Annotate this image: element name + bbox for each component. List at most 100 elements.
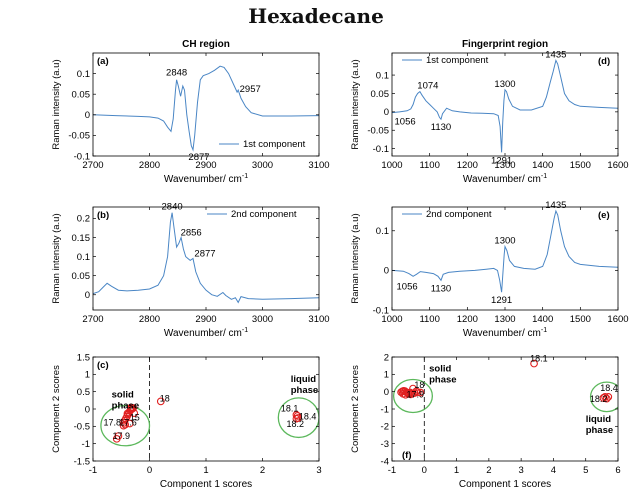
y-axis-label: Raman intensity (a.u): [51, 59, 62, 149]
phase-ellipse: [277, 397, 319, 439]
series-line: [392, 58, 618, 153]
x-tick-label: 1100: [419, 314, 439, 325]
y-tick-label: 1.5: [77, 352, 90, 363]
panel-label: (a): [97, 56, 109, 67]
y-axis-label: Raman intensity (a.u): [51, 213, 62, 303]
x-axis-label: Wavenumber/ cm-1: [463, 173, 547, 185]
point-label: 18.1: [281, 403, 299, 413]
legend-label: 1st component: [243, 139, 306, 150]
y-tick-label: -2: [381, 422, 389, 433]
point-label: 15: [130, 412, 140, 422]
x-tick-label: 2900: [195, 160, 216, 171]
page-title: Hexadecane: [248, 4, 384, 28]
x-tick-label: 1200: [457, 314, 478, 325]
y-tick-label: -1: [381, 404, 389, 415]
x-tick-label: 1: [203, 465, 208, 476]
x-axis-label: Component 1 scores: [160, 479, 252, 490]
phase-label: liquid: [586, 414, 612, 425]
legend-label: 2nd component: [231, 209, 297, 220]
y-tick-label: 0.1: [77, 252, 90, 263]
peak-label: 2957: [240, 84, 261, 95]
x-axis-label-superscript: -1: [541, 327, 547, 334]
phase-ellipse: [100, 404, 151, 447]
y-tick-label: -0.05: [367, 126, 389, 137]
x-tick-label: 2900: [195, 314, 216, 325]
peak-label: 2877: [188, 152, 209, 163]
x-tick-label: 1300: [494, 314, 515, 325]
panel-f: -1 0 1 2 3 4 5 6 -4 -3 -2 -1 0 1 2 Component 1 scores Co…: [350, 352, 621, 490]
x-tick-label: 1400: [532, 314, 553, 325]
x-tick-label: 2: [486, 465, 491, 476]
y-tick-label: 0.1: [77, 69, 90, 80]
x-tick-label: 1200: [457, 160, 478, 171]
phase-label: phase: [112, 401, 139, 412]
peak-label: 1291: [491, 295, 512, 306]
peak-label: 1435: [545, 49, 566, 60]
y-tick-label: 0.5: [77, 387, 90, 398]
phase-label: solid: [429, 364, 451, 375]
phase-label: solid: [112, 390, 134, 401]
score-point: [602, 394, 611, 403]
y-tick-label: 0.05: [72, 271, 91, 282]
x-tick-label: 1000: [381, 314, 402, 325]
x-axis-label-text: Wavenumber/ cm: [164, 174, 242, 185]
plot-area-c: [100, 357, 319, 461]
peak-label: 2877: [194, 249, 215, 260]
phase-ellipse: [392, 378, 434, 414]
score-point: [530, 359, 538, 368]
x-tick-label: 1000: [381, 160, 402, 171]
x-axis-label-text: Wavenumber/ cm: [463, 328, 541, 339]
y-tick-label: -3: [381, 439, 389, 450]
point-label: 18: [414, 380, 424, 390]
peak-label: 1056: [397, 281, 418, 292]
score-point: [112, 434, 121, 443]
x-axis-label: Component 1 scores: [459, 479, 551, 490]
score-point: [601, 393, 609, 401]
legend: 1st component: [219, 139, 306, 150]
x-axis-label-text: Component 1 scores: [160, 479, 252, 490]
plot-area-e: [392, 209, 618, 293]
peak-label: 1074: [417, 81, 438, 92]
score-point: [120, 419, 128, 427]
plot-area-f: [392, 357, 618, 461]
peak-label: 1130: [431, 122, 451, 133]
y-axis-label: Raman intensity (a.u): [350, 59, 361, 149]
x-tick-label: 2700: [82, 314, 103, 325]
peak-label: 1300: [494, 236, 515, 247]
phase-label: phase: [586, 425, 613, 436]
x-axis-label-text: Wavenumber/ cm: [463, 174, 541, 185]
x-axis-label-text: Component 1 scores: [459, 479, 551, 490]
x-tick-label: 3: [316, 465, 321, 476]
x-tick-label: 0: [422, 465, 427, 476]
y-tick-label: 0: [384, 387, 389, 398]
series-line: [392, 209, 618, 293]
x-axis-label-superscript: -1: [242, 173, 248, 180]
x-tick-label: 3: [518, 465, 523, 476]
peak-label: 1056: [395, 117, 416, 128]
panel-label: (b): [97, 210, 109, 221]
panel-d: 1000 1100 1200 1300 1400 1500 1600 -0.1 -0.05 0 0.…: [350, 39, 629, 185]
x-tick-label: 1600: [607, 160, 628, 171]
score-point: [294, 414, 302, 422]
x-tick-label: 1100: [419, 160, 439, 171]
panel-e: 1000 1100 1200 1300 1400 1500 1600 -0.1 0 0.1 Wave…: [350, 200, 629, 339]
x-tick-label: 1: [454, 465, 459, 476]
y-tick-label: -0.5: [74, 422, 90, 433]
y-tick-label: -0.05: [68, 131, 90, 142]
phase-ellipse: [589, 381, 618, 413]
point-label: 18.4: [299, 411, 317, 421]
score-point: [121, 420, 130, 429]
x-axis-label: Wavenumber/ cm-1: [164, 173, 248, 185]
point-label: 18.2: [287, 419, 305, 429]
x-tick-label: -1: [89, 465, 97, 476]
x-tick-label: 2: [260, 465, 265, 476]
legend: 1st component: [402, 55, 489, 66]
x-tick-label: 0: [147, 465, 152, 476]
phase-label: phase: [429, 375, 456, 386]
legend-label: 1st component: [426, 55, 489, 66]
x-tick-label: 5: [583, 465, 588, 476]
x-tick-label: 3100: [308, 160, 329, 171]
legend-label: 2nd component: [426, 209, 492, 220]
